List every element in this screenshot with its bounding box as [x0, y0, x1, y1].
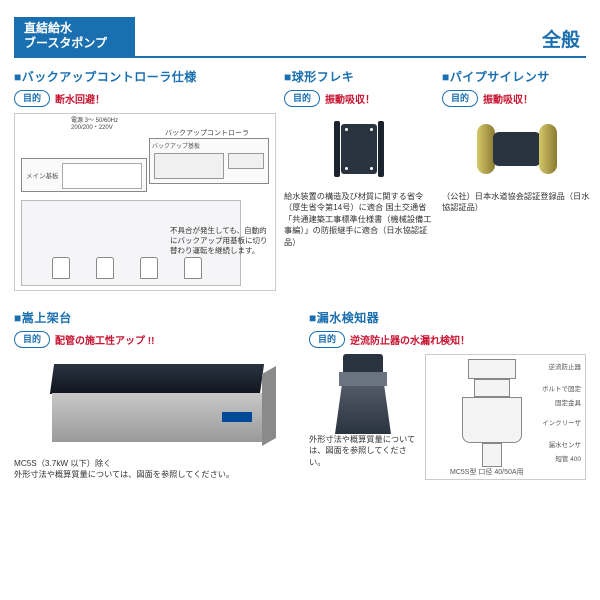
bc-inner-label: バックアップ基板	[150, 139, 268, 152]
section-flex: ■球形フレキ 目的 振動吸収！ 給水装置の構造及び材質に関する省令（厚生省令第1…	[284, 68, 434, 291]
backup-note: 不具合が発生しても、自動的にバックアップ用基板に切り替わり運転を継続します。	[170, 226, 270, 255]
purpose-badge: 目的	[442, 90, 478, 107]
backup-purpose: 目的 断水回避！	[14, 90, 276, 107]
stand-image	[14, 354, 299, 452]
section-leak: ■漏水検知器 目的 逆流防止器の水漏れ検知！ 外形寸法や概算質量については、図面…	[309, 309, 586, 481]
flex-purpose: 目的 振動吸収！	[284, 90, 434, 107]
backup-purpose-text: 断水回避！	[55, 91, 105, 106]
silencer-icon	[477, 124, 557, 174]
purpose-badge: 目的	[284, 90, 320, 107]
page-category: 全般	[542, 25, 586, 56]
leak-schem-caption: MC5S型 口径 40/50A用	[450, 467, 524, 477]
bc-box: バックアップ基板	[149, 138, 269, 184]
stand-icon	[52, 364, 262, 442]
leak-image	[309, 354, 417, 434]
main-board-box: メイン基板	[21, 158, 147, 192]
leak-heading: ■漏水検知器	[309, 309, 586, 326]
content-grid: ■バックアップコントローラ仕様 目的 断水回避！ 電源 3～ 50/60Hz 2…	[14, 68, 586, 481]
page-root: 直結給水 ブースタポンプ 全般 ■バックアップコントローラ仕様 目的 断水回避！…	[0, 0, 600, 600]
bc-outer-label: バックアップコントローラ	[165, 128, 249, 138]
purpose-badge: 目的	[14, 331, 50, 348]
section-silencer: ■パイプサイレンサ 目的 振動吸収！ （公社）日本水道協会認証登録品（日水協認証…	[442, 68, 592, 291]
ls-l4: インクリーザ	[542, 417, 581, 427]
main-board-label: メイン基板	[26, 170, 59, 180]
section-backup: ■バックアップコントローラ仕様 目的 断水回避！ 電源 3～ 50/60Hz 2…	[14, 68, 276, 291]
stand-note: MC5S（3.7kW 以下）除く 外形寸法や概算質量については、図面を参照してく…	[14, 458, 299, 481]
leak-note: 外形寸法や概算質量については、図面を参照してください。	[309, 434, 417, 468]
purpose-badge: 目的	[309, 331, 345, 348]
flex-purpose-text: 振動吸収！	[325, 91, 375, 106]
leak-purpose-text: 逆流防止器の水漏れ検知！	[350, 332, 470, 347]
power-spec: 電源 3～ 50/60Hz 200/200・220V	[71, 118, 118, 132]
row2: ■嵩上架台 目的 配管の施工性アップ !! MC5S（3.7kW 以下）除く 外…	[14, 309, 592, 481]
leak-content: 外形寸法や概算質量については、図面を参照してください。 逆流防止器 ボルトで固定…	[309, 354, 586, 480]
leak-schematic: 逆流防止器 ボルトで固定 固定金具 インクリーザ 漏水センサ 短管 400 MC…	[425, 354, 586, 480]
silencer-heading: ■パイプサイレンサ	[442, 68, 592, 85]
leak-icon	[335, 354, 391, 434]
ls-l1: 逆流防止器	[549, 361, 582, 371]
power-spec-l1: 電源 3～ 50/60Hz	[71, 118, 118, 124]
ls-l6: 短管 400	[555, 453, 581, 463]
top-bar: 直結給水 ブースタポンプ 全般	[14, 10, 586, 56]
flange-icon	[341, 124, 377, 174]
flex-image	[284, 113, 434, 185]
power-spec-l2: 200/200・220V	[71, 125, 113, 131]
flex-note: 給水装置の構造及び材質に関する省令（厚生省令第14号）に適合 国土交通省「共通建…	[284, 191, 434, 248]
stand-purpose: 目的 配管の施工性アップ !!	[14, 331, 299, 348]
silencer-purpose: 目的 振動吸収！	[442, 90, 592, 107]
ls-l3: 固定金具	[555, 397, 581, 407]
silencer-purpose-text: 振動吸収！	[483, 91, 533, 106]
section-stand: ■嵩上架台 目的 配管の施工性アップ !! MC5S（3.7kW 以下）除く 外…	[14, 309, 299, 481]
backup-diagram: 電源 3～ 50/60Hz 200/200・220V バックアップコントローラ …	[14, 113, 276, 291]
backup-heading: ■バックアップコントローラ仕様	[14, 68, 276, 85]
purpose-badge: 目的	[14, 90, 50, 107]
silencer-image	[442, 113, 592, 185]
leak-purpose: 目的 逆流防止器の水漏れ検知！	[309, 331, 586, 348]
title-line1: 直結給水	[24, 21, 107, 37]
title-line2: ブースタポンプ	[24, 36, 107, 52]
silencer-note: （公社）日本水道協会認証登録品（日水協認証品）	[442, 191, 592, 214]
title-box: 直結給水 ブースタポンプ	[14, 17, 135, 56]
ls-l5: 漏水センサ	[549, 439, 582, 449]
flex-heading: ■球形フレキ	[284, 68, 434, 85]
stand-purpose-text: 配管の施工性アップ !!	[55, 332, 154, 347]
stand-heading: ■嵩上架台	[14, 309, 299, 326]
header-rule	[14, 56, 586, 58]
ls-l2: ボルトで固定	[542, 383, 581, 393]
